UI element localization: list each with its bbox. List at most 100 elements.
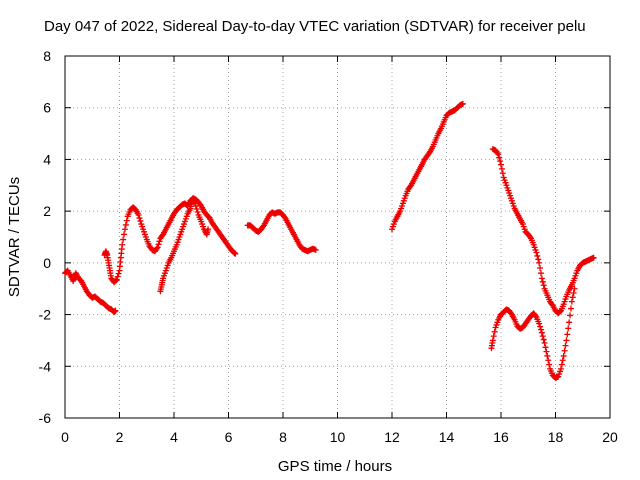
data-point: [567, 305, 574, 312]
y-tick-label: -4: [39, 358, 52, 374]
data-point: [560, 352, 567, 359]
data-point: [541, 340, 548, 347]
data-point: [153, 245, 160, 252]
data-point: [590, 254, 597, 261]
data-point: [558, 361, 565, 368]
data-point: [281, 214, 288, 221]
data-point: [561, 347, 568, 354]
data-point: [498, 161, 504, 168]
data-point: [557, 308, 564, 315]
data-point: [426, 149, 433, 156]
x-tick-label: 20: [602, 429, 618, 445]
x-tick-label: 14: [439, 429, 455, 445]
grid-lines: [65, 56, 610, 418]
data-point: [459, 100, 466, 107]
y-tick-label: 6: [43, 100, 51, 116]
series-seg5: [389, 100, 466, 233]
data-points: [62, 100, 597, 381]
data-point: [491, 328, 498, 335]
data-point: [545, 357, 552, 364]
data-point: [567, 312, 574, 319]
x-tick-label: 0: [61, 429, 69, 445]
y-tick-label: -2: [39, 307, 52, 323]
data-point: [532, 312, 539, 319]
data-point: [115, 270, 122, 277]
data-point: [536, 259, 543, 266]
data-point: [312, 246, 319, 253]
data-point: [544, 352, 551, 359]
data-point: [498, 165, 505, 172]
data-point: [489, 337, 496, 344]
x-tick-label: 8: [279, 429, 287, 445]
series-seg1: [62, 267, 119, 315]
data-point: [543, 348, 550, 355]
data-point: [535, 256, 542, 263]
data-point: [114, 273, 121, 280]
data-point: [540, 282, 547, 289]
axis-ticks: 0 2 4 6 8 10 12 14 16 18 20 -6 -4 -2 0 2 4 6 8: [39, 48, 618, 445]
data-point: [490, 333, 497, 340]
series-seg2: [101, 195, 239, 286]
data-point: [559, 357, 566, 364]
data-point: [507, 310, 514, 317]
data-point: [193, 205, 200, 212]
x-tick-label: 2: [116, 429, 124, 445]
data-point: [112, 277, 119, 284]
data-point: [537, 265, 544, 272]
data-point: [154, 244, 161, 251]
data-point: [557, 365, 564, 372]
data-point: [566, 319, 573, 326]
data-point: [112, 307, 119, 314]
data-point: [155, 241, 162, 248]
data-point: [194, 209, 201, 216]
y-tick-label: 4: [43, 151, 51, 167]
y-axis-label: SDTVAR / TECUs: [6, 177, 23, 297]
data-point: [538, 329, 545, 336]
data-point: [136, 215, 143, 222]
data-point: [159, 232, 166, 239]
series-seg3: [157, 195, 212, 295]
data-point: [137, 218, 144, 225]
data-point: [121, 226, 128, 233]
data-point: [570, 290, 577, 297]
data-point: [537, 326, 544, 333]
x-tick-label: 10: [330, 429, 346, 445]
y-tick-label: 0: [43, 255, 51, 271]
data-point: [562, 342, 569, 349]
series-seg6: [489, 146, 597, 317]
data-point: [539, 333, 546, 340]
chart-title: Day 047 of 2022, Sidereal Day-to-day VTE…: [44, 18, 586, 35]
data-point: [568, 298, 575, 305]
data-point: [113, 276, 120, 283]
x-tick-label: 6: [225, 429, 233, 445]
data-point: [538, 275, 545, 282]
data-point: [260, 223, 267, 230]
data-point: [156, 238, 163, 245]
data-point: [546, 361, 553, 368]
data-point: [499, 170, 506, 177]
data-point: [205, 226, 212, 233]
x-tick-label: 16: [493, 429, 509, 445]
data-point: [123, 217, 130, 224]
series-seg4: [244, 209, 319, 255]
data-point: [548, 301, 555, 308]
data-point: [565, 325, 572, 332]
data-point: [121, 231, 128, 238]
data-point: [569, 294, 576, 301]
data-point: [122, 221, 129, 228]
plot-frame: [64, 55, 611, 419]
data-point: [571, 285, 578, 292]
data-point: [534, 252, 541, 259]
data-point: [540, 336, 547, 343]
y-tick-label: -6: [39, 410, 52, 426]
x-tick-label: 4: [170, 429, 178, 445]
x-tick-label: 18: [548, 429, 564, 445]
data-point: [537, 270, 544, 277]
y-tick-label: 2: [43, 203, 51, 219]
data-point: [533, 249, 540, 256]
data-point: [495, 151, 502, 158]
data-point: [494, 149, 501, 156]
data-point: [527, 234, 534, 240]
data-point: [564, 331, 571, 338]
